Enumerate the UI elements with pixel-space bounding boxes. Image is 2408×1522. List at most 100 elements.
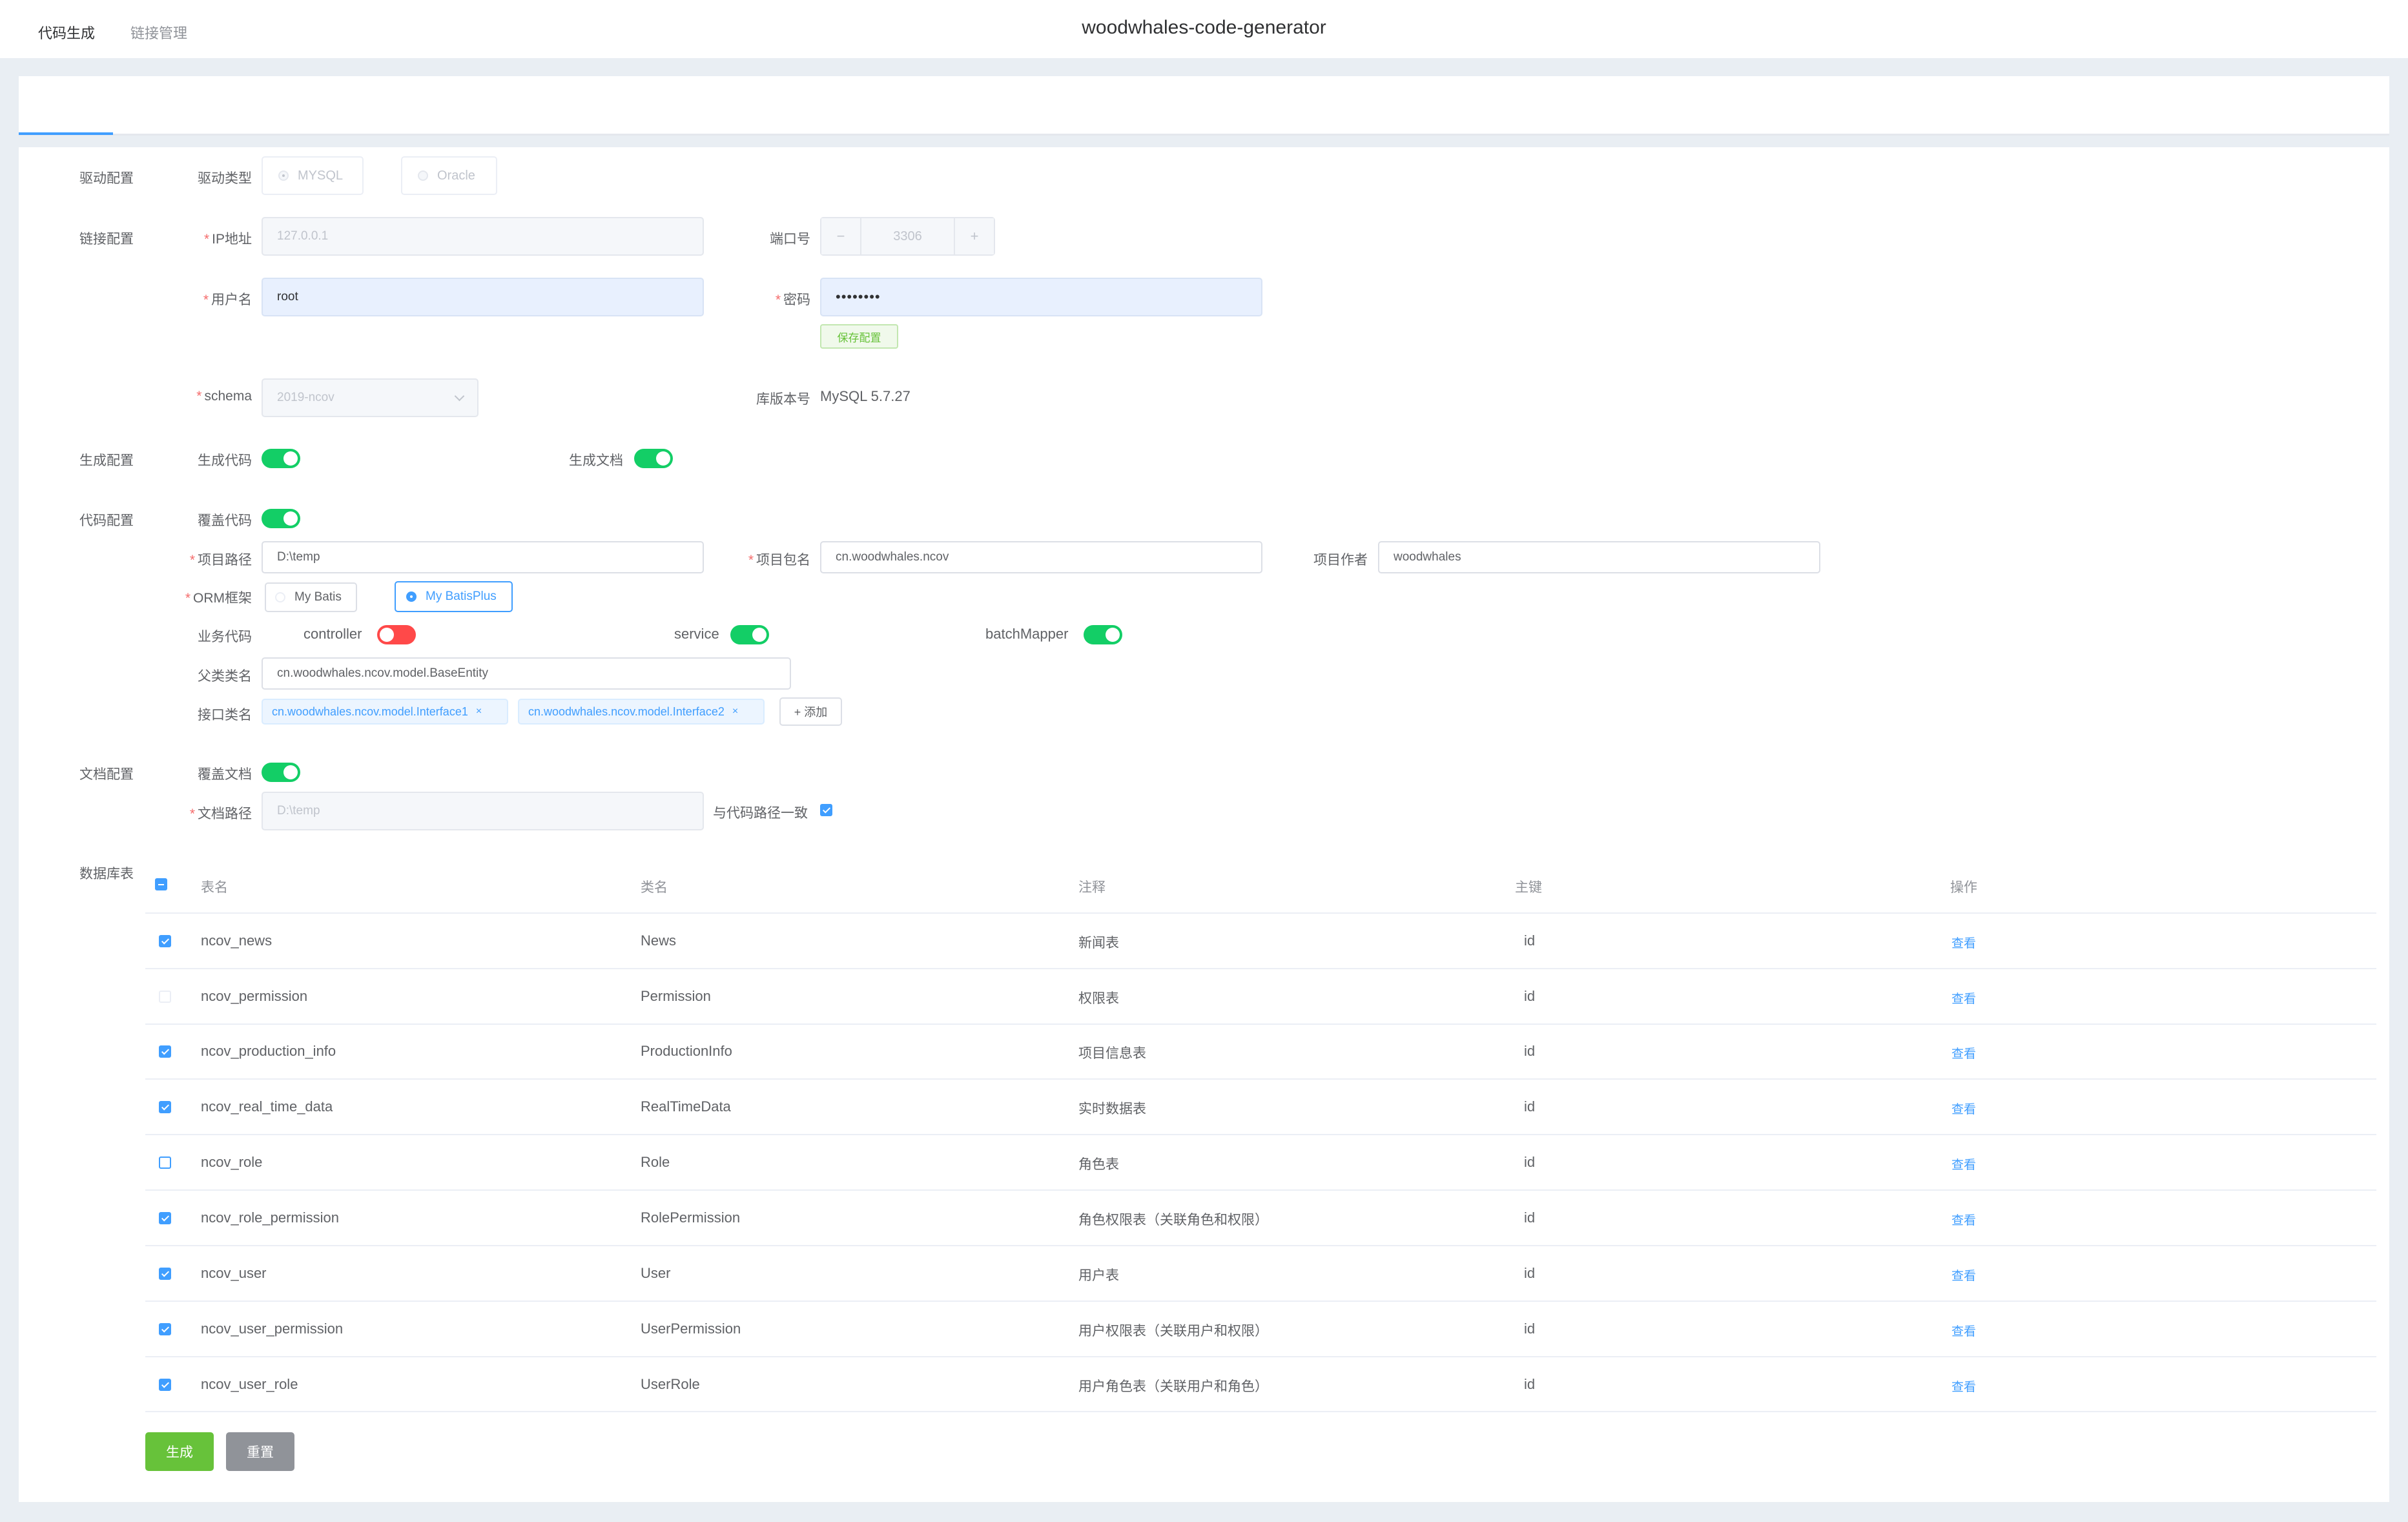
same-path-checkbox[interactable]: [820, 804, 832, 816]
orm-label-text: ORM框架: [193, 591, 252, 606]
radio-dot-icon: [278, 170, 289, 181]
switch-knob: [283, 765, 298, 779]
cell-class-name: RealTimeData: [641, 1098, 731, 1115]
cell-comment: 用户角色表（关联用户和角色）: [1078, 1379, 1268, 1394]
switch-knob: [656, 451, 670, 466]
save-config-button[interactable]: 保存配置: [820, 324, 898, 349]
username-input[interactable]: root: [262, 278, 704, 316]
cell-class-name: UserPermission: [641, 1321, 741, 1337]
ip-input[interactable]: 127.0.0.1: [262, 217, 704, 256]
override-doc-switch[interactable]: [262, 763, 300, 782]
view-link[interactable]: 查看: [1951, 1047, 1977, 1061]
table-divider: [145, 1023, 2376, 1025]
cell-table-name: ncov_permission: [201, 988, 308, 1004]
password-label: * 密码: [775, 293, 810, 307]
cell-table-name: ncov_role: [201, 1154, 263, 1170]
project-author-input[interactable]: woodwhales: [1378, 541, 1820, 573]
doc-path-input[interactable]: D:\temp: [262, 792, 704, 830]
orm-label: * ORM框架: [185, 591, 252, 606]
switch-knob: [752, 628, 767, 642]
cell-comment: 用户权限表（关联用户和权限）: [1078, 1324, 1268, 1339]
switch-knob: [1106, 628, 1120, 642]
batchmapper-label: batchMapper: [985, 626, 1069, 642]
password-input[interactable]: ••••••••: [820, 278, 1262, 316]
row-checkbox[interactable]: [159, 1045, 171, 1058]
db-version-label: 库版本号: [756, 392, 810, 407]
cell-primary-key: id: [1524, 1154, 1536, 1170]
port-decrease-button[interactable]: −: [821, 218, 861, 254]
override-code-switch[interactable]: [262, 509, 300, 528]
project-path-input[interactable]: D:\temp: [262, 541, 704, 573]
row-checkbox[interactable]: [159, 1212, 171, 1224]
view-link[interactable]: 查看: [1951, 1325, 1977, 1339]
cell-class-name: Permission: [641, 988, 711, 1004]
row-checkbox[interactable]: [159, 1157, 171, 1169]
row-checkbox[interactable]: [159, 1268, 171, 1280]
parent-class-input[interactable]: cn.woodwhales.ncov.model.BaseEntity: [262, 657, 791, 690]
orm-radio-mybatis[interactable]: My Batis: [265, 582, 357, 612]
generate-doc-switch[interactable]: [634, 449, 673, 468]
ip-label-text: IP地址: [212, 232, 252, 247]
section-doc-label: 文档配置: [79, 767, 134, 782]
view-link[interactable]: 查看: [1951, 1214, 1977, 1228]
service-label: service: [674, 626, 719, 642]
batchmapper-switch[interactable]: [1084, 625, 1122, 644]
cell-class-name: UserRole: [641, 1376, 700, 1392]
app-header: [0, 0, 2408, 58]
driver-type-label: 驱动类型: [198, 171, 252, 186]
project-package-input[interactable]: cn.woodwhales.ncov: [820, 541, 1262, 573]
port-input-number[interactable]: − 3306 +: [820, 217, 995, 256]
project-package-label: * 项目包名: [748, 553, 810, 568]
row-checkbox[interactable]: [159, 1323, 171, 1335]
username-label-text: 用户名: [211, 293, 252, 307]
table-divider: [145, 1356, 2376, 1357]
project-author-label: 项目作者: [1313, 553, 1368, 568]
radio-dot-icon: [406, 591, 417, 602]
port-increase-button[interactable]: +: [954, 218, 994, 254]
view-link[interactable]: 查看: [1951, 1381, 1977, 1394]
cell-comment: 项目信息表: [1078, 1046, 1146, 1061]
close-icon[interactable]: ×: [475, 706, 482, 717]
view-link[interactable]: 查看: [1951, 992, 1977, 1006]
cell-comment: 新闻表: [1078, 936, 1119, 951]
cell-class-name: ProductionInfo: [641, 1043, 732, 1059]
tab-connection-manage[interactable]: 链接管理: [130, 25, 188, 41]
schema-label-text: schema: [204, 389, 252, 404]
doc-path-label: * 文档路径: [189, 807, 252, 821]
service-switch[interactable]: [730, 625, 769, 644]
generate-button[interactable]: 生成: [145, 1432, 214, 1471]
cell-class-name: Role: [641, 1154, 670, 1170]
controller-switch[interactable]: [377, 625, 416, 644]
switch-knob: [380, 628, 394, 642]
generate-code-switch[interactable]: [262, 449, 300, 468]
driver-radio-mysql-label: MYSQL: [298, 168, 344, 183]
row-checkbox[interactable]: [159, 935, 171, 947]
row-checkbox[interactable]: [159, 1101, 171, 1113]
table-divider: [145, 1245, 2376, 1246]
reset-button[interactable]: 重置: [226, 1432, 294, 1471]
tab-code-generate[interactable]: 代码生成: [38, 25, 96, 41]
cell-table-name: ncov_production_info: [201, 1043, 336, 1059]
driver-radio-mysql[interactable]: MYSQL: [262, 156, 364, 195]
port-value: 3306: [893, 229, 922, 243]
row-checkbox[interactable]: [159, 991, 171, 1003]
cell-comment: 用户表: [1078, 1268, 1119, 1283]
select-all-checkbox[interactable]: [155, 878, 167, 890]
view-link[interactable]: 查看: [1951, 1270, 1977, 1283]
table-divider: [145, 1301, 2376, 1302]
schema-select[interactable]: 2019-ncov: [262, 378, 479, 417]
view-link[interactable]: 查看: [1951, 937, 1977, 951]
view-link[interactable]: 查看: [1951, 1158, 1977, 1172]
cell-primary-key: id: [1524, 932, 1536, 949]
table-divider: [145, 1134, 2376, 1135]
driver-radio-oracle[interactable]: Oracle: [401, 156, 497, 195]
section-tables-label: 数据库表: [79, 867, 134, 881]
row-checkbox[interactable]: [159, 1379, 171, 1391]
orm-radio-mybatisplus[interactable]: My BatisPlus: [395, 581, 513, 612]
close-icon[interactable]: ×: [732, 706, 739, 717]
add-interface-button[interactable]: + 添加: [779, 697, 842, 726]
view-link[interactable]: 查看: [1951, 1103, 1977, 1116]
project-package-label-text: 项目包名: [756, 553, 810, 568]
cell-class-name: User: [641, 1265, 671, 1281]
switch-knob: [283, 511, 298, 526]
